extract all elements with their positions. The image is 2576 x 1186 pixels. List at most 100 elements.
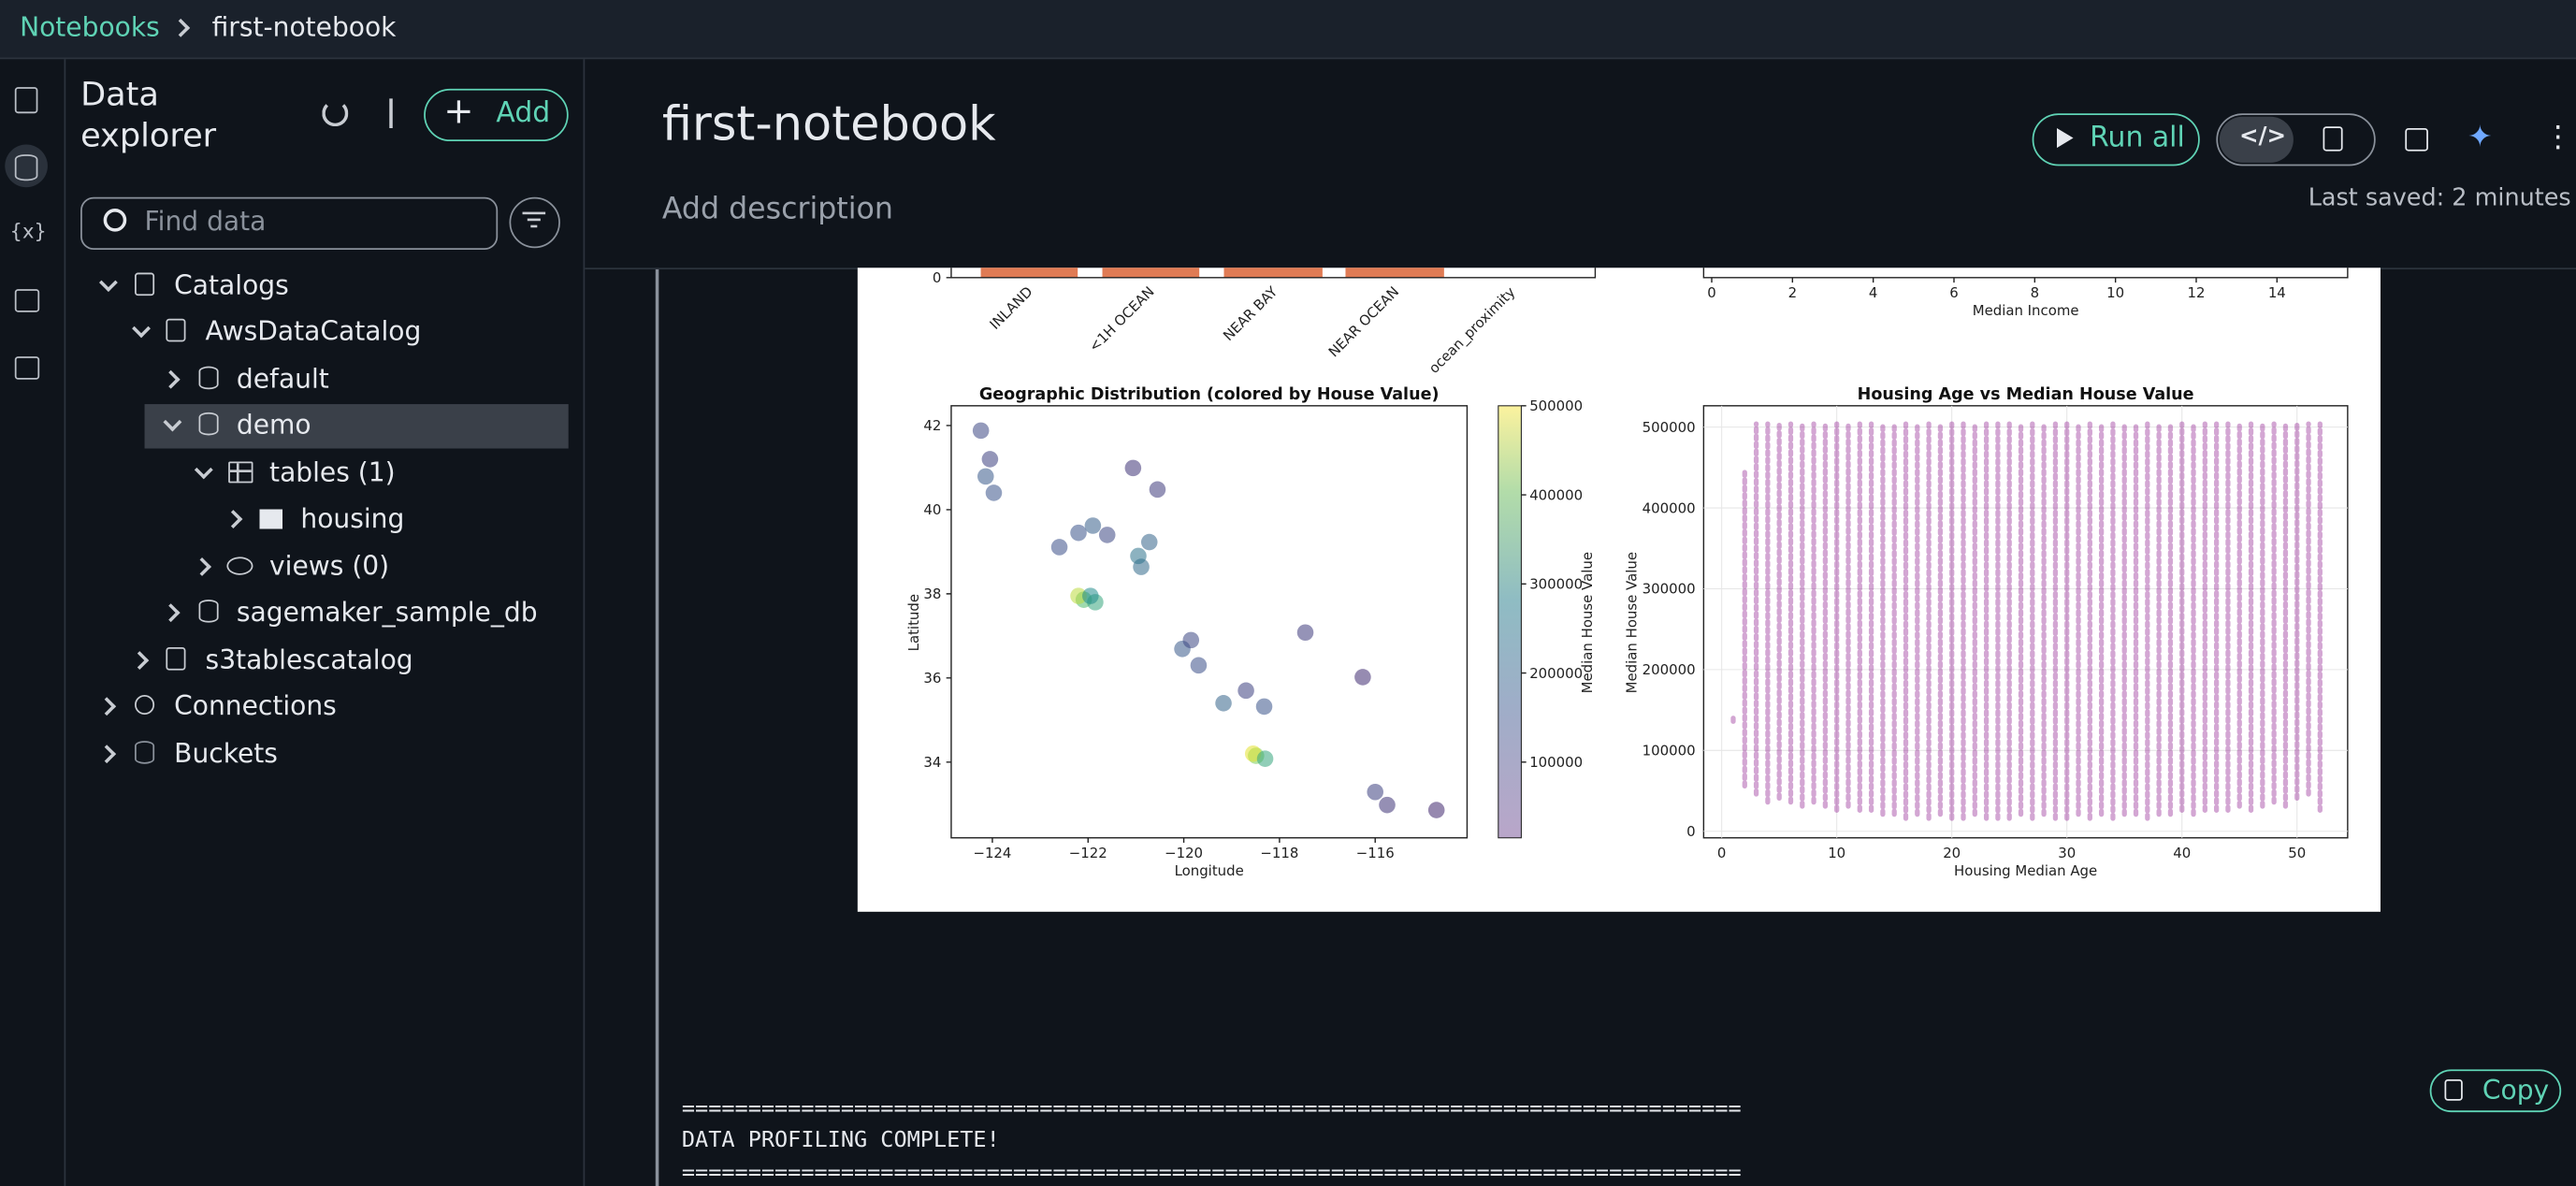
colorbar-tick-label: 100000 [1529, 754, 1583, 771]
geo-point [1367, 783, 1384, 801]
rail-files[interactable] [14, 87, 38, 114]
run-icon [2056, 127, 2074, 149]
tree-icon [198, 366, 219, 390]
x-tick-label: 40 [2173, 845, 2191, 861]
colorbar-label: Median House Value [1579, 552, 1596, 693]
x-axis-label: Housing Median Age [1954, 862, 2097, 879]
tree-item[interactable]: s3tablescatalog [205, 644, 413, 675]
geo-point [1082, 587, 1099, 604]
run-all-button[interactable] [2032, 113, 2200, 166]
x-tick-label: NEAR OCEAN [1325, 283, 1403, 361]
geo-point [1256, 750, 1274, 767]
geo-point [1182, 631, 1200, 649]
geo-point [1084, 517, 1102, 534]
copy-label: Copy [2482, 1074, 2550, 1106]
output-text: DATA PROFILING COMPLETE! [681, 1128, 1000, 1153]
copy-icon [2444, 1078, 2463, 1101]
x-tick-label: 10 [1828, 845, 1845, 861]
y-tick-label: 34 [923, 754, 941, 771]
explorer-panel [64, 59, 586, 1186]
notebook-title[interactable]: first-notebook [661, 94, 996, 152]
axes-frame [1702, 405, 2349, 839]
tree-item[interactable]: Connections [174, 689, 337, 722]
tree-item[interactable]: housing [300, 502, 405, 534]
collapse-button[interactable] [389, 98, 393, 128]
geo-point [1140, 533, 1158, 551]
view-code-active[interactable] [2219, 116, 2294, 163]
breadcrumb-link[interactable]: Notebooks [20, 11, 160, 43]
output-text: ========================================… [681, 1161, 1742, 1186]
tree-icon [166, 318, 186, 342]
geo-point [1149, 481, 1166, 499]
geo-point [1215, 695, 1232, 712]
view-toggle[interactable] [2216, 113, 2376, 166]
y-tick-label: 300000 [1643, 581, 1696, 598]
geo-point [985, 485, 1003, 501]
rail-export[interactable] [14, 356, 40, 380]
x-tick-label: 14 [2268, 284, 2286, 301]
colorbar-tick-label: 300000 [1529, 576, 1583, 593]
y-tick-label: 0 [933, 269, 941, 286]
rail-variables[interactable]: {x} [9, 220, 47, 243]
tree-item[interactable]: sagemaker_sample_db [236, 596, 538, 628]
search-box[interactable] [80, 196, 499, 250]
notebook-description[interactable]: Add description [661, 192, 893, 227]
y-tick-label: 400000 [1643, 499, 1696, 516]
tree-item[interactable]: tables (1) [269, 456, 396, 488]
add-button[interactable] [424, 88, 569, 142]
tree-icon [135, 694, 155, 716]
x-tick-label: 4 [1869, 284, 1877, 301]
y-tick-label: 40 [923, 501, 941, 518]
geo-point [1070, 524, 1087, 542]
y-tick-label: 500000 [1643, 419, 1696, 436]
axes-frame [950, 268, 1597, 279]
filter-button[interactable] [509, 196, 560, 249]
rail-outline[interactable] [14, 289, 40, 312]
tree-item[interactable]: default [236, 363, 329, 395]
output-image [857, 268, 2381, 912]
tree-item[interactable]: demo [236, 409, 311, 441]
bar-partial [1345, 268, 1444, 278]
geo-point [1070, 587, 1087, 604]
tree-item[interactable]: views (0) [269, 550, 390, 582]
breadcrumb-current: first-notebook [211, 11, 397, 43]
add-label: Add [496, 96, 551, 130]
copy-button[interactable] [2429, 1069, 2562, 1113]
x-tick-label: −120 [1165, 845, 1203, 861]
tree-item[interactable]: AwsDataCatalog [205, 315, 422, 347]
tree-item[interactable]: Buckets [174, 737, 278, 769]
cell-border [655, 269, 659, 1186]
ai-icon[interactable]: ✦ [2467, 120, 2493, 155]
y-tick-label: 200000 [1643, 661, 1696, 678]
x-tick-label: 0 [1707, 284, 1715, 301]
y-tick-label: 36 [923, 670, 941, 687]
filter-icon [522, 211, 546, 229]
top-bar [0, 0, 2576, 60]
x-tick-label: 50 [2288, 845, 2306, 861]
geo-point [1190, 657, 1208, 674]
rail-data[interactable] [14, 154, 38, 181]
geo-point [1050, 539, 1068, 556]
x-axis-label: Median Income [1973, 302, 2079, 319]
x-tick-label: 30 [2058, 845, 2076, 861]
x-tick-label: −122 [1069, 845, 1107, 861]
colorbar-tick-label: 500000 [1529, 398, 1583, 414]
refresh-button[interactable] [322, 100, 349, 127]
y-tick-label: 42 [923, 417, 941, 434]
tree-icon [226, 557, 253, 575]
tree-item[interactable]: Catalogs [174, 269, 289, 301]
tree-icon [259, 509, 283, 529]
colorbar-tick-label: 200000 [1529, 665, 1583, 682]
geo-point [981, 451, 999, 468]
x-tick-label: 0 [1717, 845, 1726, 861]
geo-point [1354, 669, 1371, 686]
save-icon[interactable] [2405, 127, 2428, 152]
run-all-label: Run all [2090, 121, 2185, 155]
geo-point [1130, 547, 1147, 565]
explorer-title: Data explorer [80, 74, 217, 155]
x-tick-label: INLAND [987, 283, 1036, 333]
more-menu[interactable]: ⋮ [2542, 120, 2573, 155]
y-tick-label: 38 [923, 586, 941, 602]
y-axis-label: Latitude [905, 594, 922, 651]
